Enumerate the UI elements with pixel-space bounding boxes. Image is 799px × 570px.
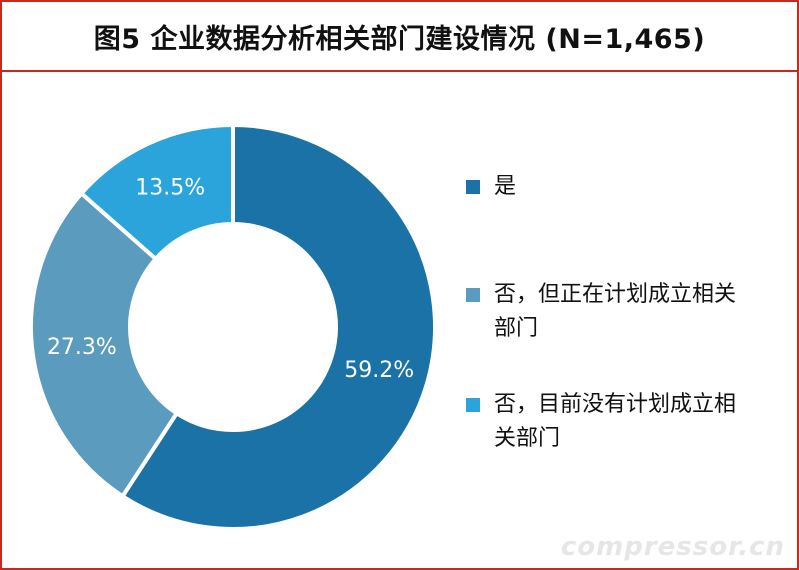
title-bar: 图5 企业数据分析相关部门建设情况 (N=1,465) [2,2,797,72]
legend-item-no-plan: 否，目前没有计划成立相关部门 [466,388,744,456]
watermark: compressor.cn [560,532,785,562]
slice-yes [119,122,437,531]
data-label: 13.5% [135,176,205,201]
slice-no-plan [78,122,235,262]
slice-planning [29,190,180,499]
legend-label: 是 [494,174,517,199]
donut-chart: 59.2% 27.3% 13.5% [29,122,437,531]
legend-item-planning: 否，但正在计划成立相关部门 [466,278,744,346]
legend-swatch [466,398,480,412]
legend-label: 否，但正在计划成立相关部门 [494,282,737,341]
legend-swatch [466,288,480,302]
legend-swatch [466,180,480,194]
legend-label: 否，目前没有计划成立相关部门 [494,392,737,451]
data-label: 27.3% [47,335,117,360]
data-label: 59.2% [344,358,414,383]
legend-item-yes: 是 [466,170,744,204]
chart-title: 图5 企业数据分析相关部门建设情况 (N=1,465) [93,23,706,55]
